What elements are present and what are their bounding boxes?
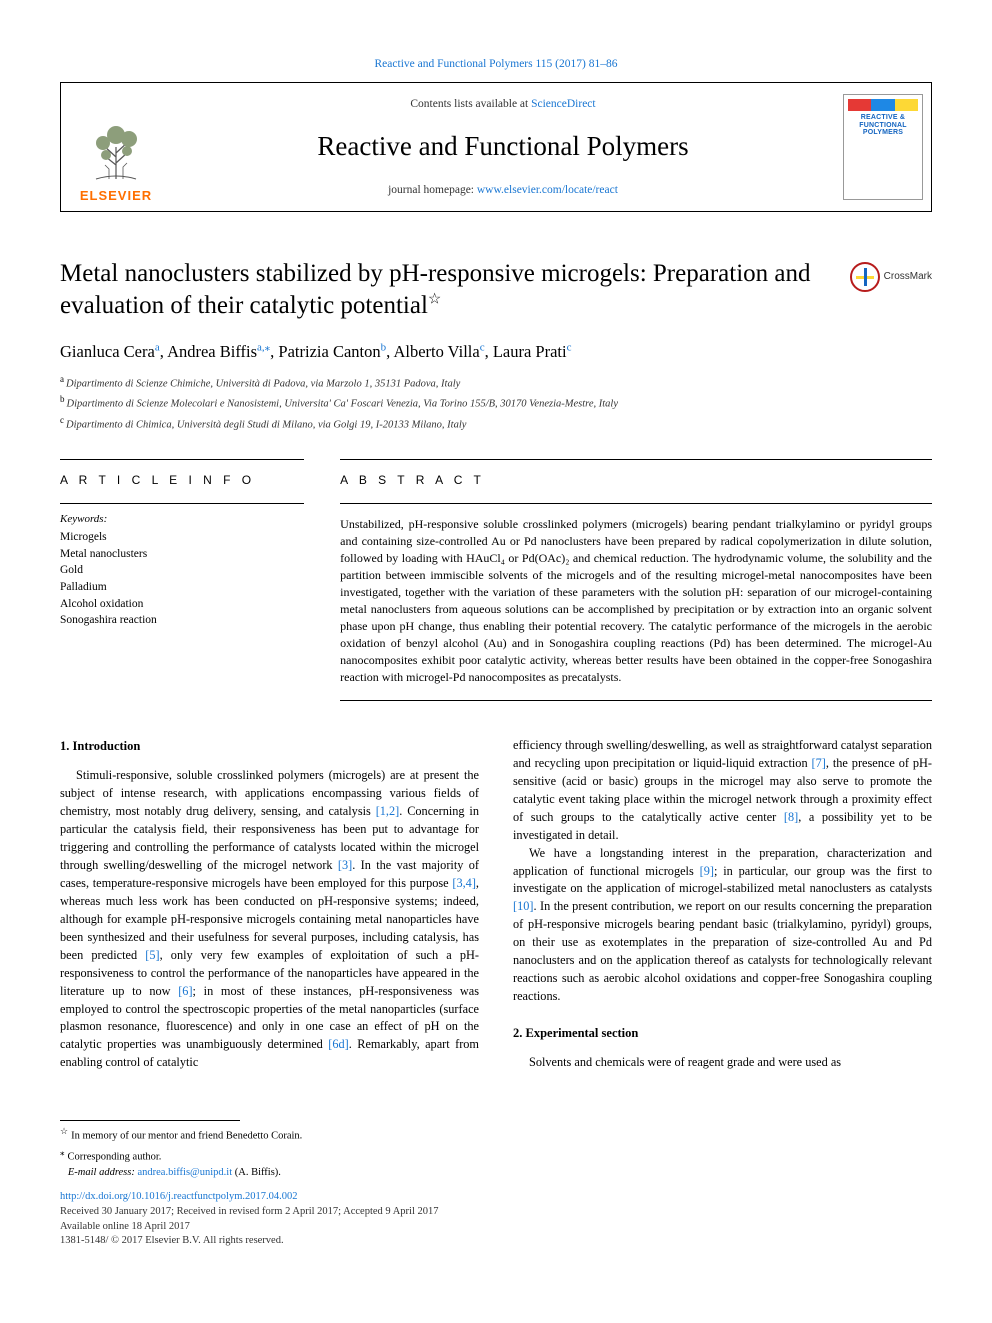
email-label: E-mail address:: [68, 1167, 135, 1178]
author: Laura Prati: [493, 342, 567, 361]
intro-paragraph-1-cont: efficiency through swelling/deswelling, …: [513, 737, 932, 845]
author-affiliation-sup: a: [155, 342, 160, 354]
homepage-prefix: journal homepage:: [388, 184, 477, 196]
crossmark-badge[interactable]: CrossMark: [850, 262, 932, 292]
publisher-name: ELSEVIER: [80, 187, 152, 205]
author-affiliation-sup: b: [381, 342, 387, 354]
journal-header: ELSEVIER Contents lists available at Sci…: [60, 82, 932, 212]
abstract-heading: A B S T R A C T: [340, 472, 932, 489]
section-heading-experimental: 2. Experimental section: [513, 1024, 932, 1042]
experimental-paragraph-1: Solvents and chemicals were of reagent g…: [513, 1054, 932, 1072]
keyword: Sonogashira reaction: [60, 612, 304, 629]
ref-link-8[interactable]: [8]: [784, 810, 798, 824]
doi-line: http://dx.doi.org/10.1016/j.reactfunctpo…: [60, 1190, 932, 1205]
keyword: Microgels: [60, 529, 304, 546]
abstract-column: A B S T R A C T Unstabilized, pH-respons…: [340, 459, 932, 701]
author: Andrea Biffis: [167, 342, 257, 361]
journal-homepage-line: journal homepage: www.elsevier.com/locat…: [388, 182, 618, 198]
affiliation: cDipartimento di Chimica, Università deg…: [60, 414, 932, 433]
intro-paragraph-1: Stimuli-responsive, soluble crosslinked …: [60, 767, 479, 1072]
footnote-email: E-mail address: andrea.biffis@unipd.it (…: [60, 1166, 932, 1181]
ref-link-3[interactable]: [3]: [338, 858, 352, 872]
journal-name: Reactive and Functional Polymers: [317, 128, 688, 166]
corresponding-email-link[interactable]: andrea.biffis@unipd.it: [137, 1167, 232, 1178]
affiliation-label: a: [60, 374, 64, 384]
ref-link-6d[interactable]: [6d]: [328, 1037, 349, 1051]
keywords-label: Keywords:: [60, 512, 304, 527]
authors-line: Gianluca Ceraa, Andrea Biffisa,⁎, Patriz…: [60, 340, 932, 363]
contents-available-line: Contents lists available at ScienceDirec…: [410, 96, 595, 112]
keyword: Metal nanoclusters: [60, 546, 304, 563]
article-title-text: Metal nanoclusters stabilized by pH-resp…: [60, 260, 811, 319]
author-affiliation-sup: c: [567, 342, 572, 354]
header-center: Contents lists available at ScienceDirec…: [171, 83, 835, 211]
journal-cover: REACTIVE & FUNCTIONAL POLYMERS: [835, 83, 931, 211]
ref-link-1-2[interactable]: [1,2]: [376, 804, 400, 818]
ref-link-3-4[interactable]: [3,4]: [452, 876, 476, 890]
publisher-logo: ELSEVIER: [61, 83, 171, 211]
dedication-text: In memory of our mentor and friend Bened…: [71, 1131, 302, 1142]
author-affiliation-sup: c: [480, 342, 485, 354]
article-info-heading: A R T I C L E I N F O: [60, 472, 304, 489]
corresponding-text: Corresponding author.: [68, 1151, 162, 1162]
footnotes: ☆In memory of our mentor and friend Bene…: [60, 1120, 932, 1180]
body-column-left: 1. Introduction Stimuli-responsive, solu…: [60, 737, 479, 1073]
crossmark-icon: [850, 262, 880, 292]
dedication-marker: ☆: [60, 1126, 68, 1136]
intro-paragraph-2: We have a longstanding interest in the p…: [513, 845, 932, 1007]
affiliation: aDipartimento di Scienze Chimiche, Unive…: [60, 373, 932, 392]
affiliation-label: b: [60, 394, 65, 404]
email-author: (A. Biffis).: [235, 1167, 281, 1178]
article-info-column: A R T I C L E I N F O Keywords: Microgel…: [60, 459, 304, 701]
elsevier-tree-icon: [81, 117, 151, 185]
affiliation-label: c: [60, 415, 64, 425]
ref-link-5[interactable]: [5]: [145, 948, 159, 962]
cover-thumbnail: REACTIVE & FUNCTIONAL POLYMERS: [843, 94, 923, 200]
sciencedirect-link[interactable]: ScienceDirect: [531, 98, 596, 110]
article-dates: Received 30 January 2017; Received in re…: [60, 1205, 932, 1220]
running-header-link[interactable]: Reactive and Functional Polymers 115 (20…: [375, 58, 618, 70]
section-heading-introduction: 1. Introduction: [60, 737, 479, 755]
doi-link[interactable]: http://dx.doi.org/10.1016/j.reactfunctpo…: [60, 1191, 298, 1202]
abstract-text: Unstabilized, pH-responsive soluble cros…: [340, 516, 932, 686]
keywords-list: MicrogelsMetal nanoclustersGoldPalladium…: [60, 529, 304, 629]
ref-link-9[interactable]: [9]: [700, 864, 714, 878]
cover-accent-stripes: [848, 99, 918, 111]
affiliation: bDipartimento di Scienze Molecolari e Na…: [60, 393, 932, 412]
ref-link-7[interactable]: [7]: [812, 756, 826, 770]
contents-prefix: Contents lists available at: [410, 98, 531, 110]
author: Patrizia Canton: [278, 342, 380, 361]
author: Gianluca Cera: [60, 342, 155, 361]
body-column-right: efficiency through swelling/deswelling, …: [513, 737, 932, 1073]
ref-link-10[interactable]: [10]: [513, 899, 534, 913]
copyright-line: 1381-5148/ © 2017 Elsevier B.V. All righ…: [60, 1234, 932, 1249]
keyword: Alcohol oxidation: [60, 596, 304, 613]
footnote-dedication: ☆In memory of our mentor and friend Bene…: [60, 1125, 932, 1144]
cover-title: REACTIVE & FUNCTIONAL POLYMERS: [848, 114, 918, 137]
crossmark-label: CrossMark: [884, 270, 932, 284]
title-footnote-marker: ☆: [428, 292, 441, 308]
affiliations: aDipartimento di Scienze Chimiche, Unive…: [60, 373, 932, 433]
running-header: Reactive and Functional Polymers 115 (20…: [60, 56, 932, 72]
keyword: Gold: [60, 562, 304, 579]
ref-link-6[interactable]: [6]: [178, 984, 192, 998]
keyword: Palladium: [60, 579, 304, 596]
article-online-date: Available online 18 April 2017: [60, 1220, 932, 1235]
journal-homepage-link[interactable]: www.elsevier.com/locate/react: [477, 184, 618, 196]
footnote-corresponding: ⁎Corresponding author.: [60, 1146, 932, 1165]
corresponding-author-marker: ,⁎: [262, 342, 270, 354]
corresponding-marker: ⁎: [60, 1147, 65, 1157]
article-title: Metal nanoclusters stabilized by pH-resp…: [60, 258, 850, 322]
author: Alberto Villa: [393, 342, 479, 361]
